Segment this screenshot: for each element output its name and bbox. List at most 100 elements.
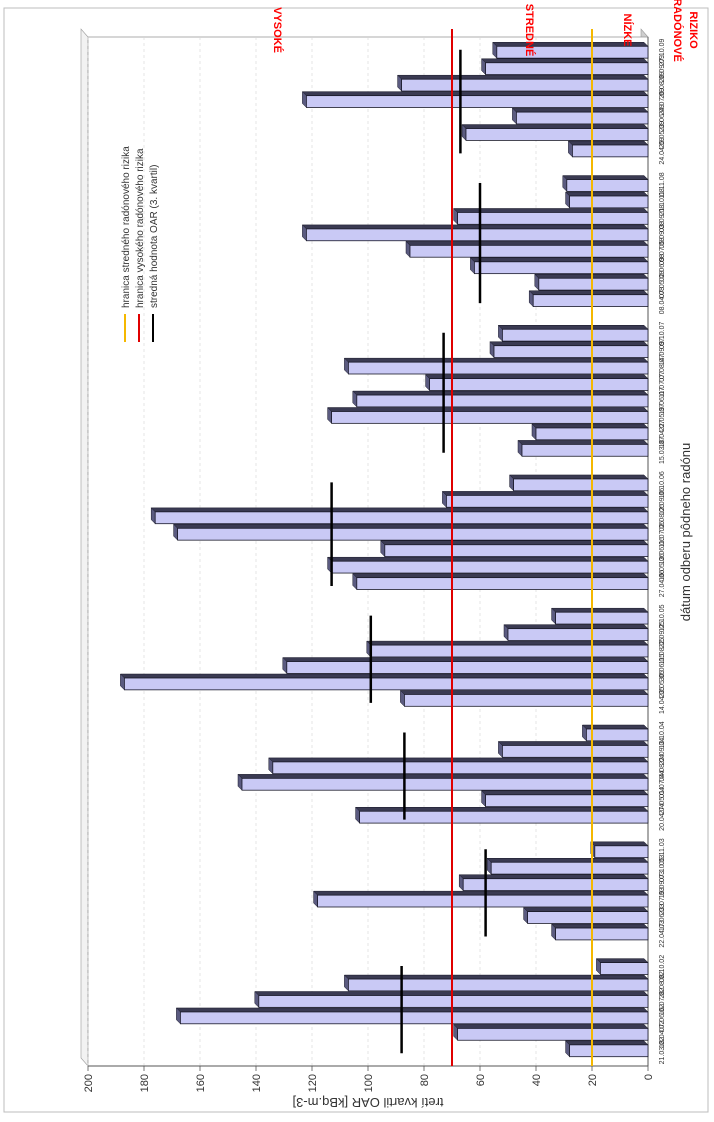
bar-side (237, 774, 649, 779)
bar-side (452, 1024, 649, 1029)
risk-header-line2: RIZIKO (687, 11, 699, 49)
bar-side (301, 91, 649, 96)
bar (501, 745, 649, 758)
bar-side (282, 657, 649, 662)
x-tick-label: 30.06.05 (659, 654, 666, 681)
bar-side (528, 290, 649, 295)
bar-side (175, 1007, 649, 1013)
bar (555, 927, 649, 941)
bar (507, 628, 649, 641)
bar-side (399, 690, 649, 695)
y-tick-label: 120 (307, 1074, 319, 1092)
bar (179, 1011, 649, 1025)
bar (241, 777, 649, 791)
bar (555, 611, 649, 625)
bar (317, 894, 649, 908)
y-tick-label: 20 (587, 1074, 599, 1086)
bars (119, 41, 649, 1058)
bar-side (511, 107, 649, 113)
bar (493, 345, 649, 358)
x-tick-label: 23.07.03 (659, 887, 666, 914)
bar (347, 978, 649, 992)
bar (462, 878, 649, 891)
x-tick-label: 08.04.08 (659, 287, 666, 314)
bar (527, 911, 649, 924)
bar-side (172, 524, 649, 529)
legend: hranica stredného radónového rizika hrani… (121, 146, 160, 342)
bar-side (522, 907, 649, 912)
bar-side (503, 624, 649, 629)
bar-side (458, 874, 649, 879)
bar (538, 277, 649, 291)
bar-side (489, 341, 649, 346)
x-tick-label: 07.06.02 (659, 1004, 666, 1031)
y-tick-label: 40 (531, 1074, 543, 1086)
x-tick-label: 11.11.08 (659, 172, 666, 198)
bar (272, 761, 649, 775)
bar-side (550, 607, 649, 613)
x-tick-label: 20.04.04 (659, 803, 666, 830)
bar (501, 328, 649, 342)
bar (401, 78, 649, 92)
bar-side (567, 140, 649, 146)
bar (586, 728, 649, 742)
bar-side (396, 74, 649, 80)
bar (490, 861, 649, 875)
x-tick-label: 03.09.08 (659, 205, 666, 232)
bar (566, 179, 649, 192)
bar (569, 1044, 649, 1058)
y-tick-label: 60 (475, 1074, 487, 1086)
bar (473, 261, 649, 275)
risk-zone-low-label: NÍZKE (621, 14, 634, 47)
x-tick-label: 22.04.03 (659, 920, 666, 947)
x-tick-label: 02.06.08 (659, 254, 666, 281)
bar (516, 111, 649, 125)
x-tick-label: 13.10.04 (659, 721, 666, 748)
bar (331, 411, 649, 424)
x-tick-label: 17.06.03 (659, 904, 666, 931)
x-tick-label: 12.10.05 (659, 604, 666, 631)
x-tick-label: 23.06.09 (659, 104, 666, 131)
bar (485, 62, 649, 75)
x-tick-label: 08.10.02 (659, 955, 666, 982)
bar (532, 294, 649, 307)
bar-side (517, 440, 649, 445)
legend-label: hranica vysokého radónového rizika (135, 148, 146, 308)
x-tick-label: 07.08.07 (659, 354, 666, 381)
bar (370, 644, 649, 658)
x-tick-label: 11.07.06 (659, 521, 666, 548)
bar (457, 1028, 649, 1041)
x-tick-label: 13.06.06 (659, 537, 666, 564)
bar-side (343, 357, 649, 363)
x-tick-label: 25.05.09 (659, 121, 666, 148)
x-tick-label: 12.09.06 (659, 488, 666, 515)
x-tick-label: 14.09.07 (659, 338, 666, 365)
x-tick-label: 22.05.07 (659, 404, 666, 431)
y-tick-label: 80 (419, 1074, 431, 1086)
x-tick-label: 10.10.06 (659, 471, 666, 498)
bar-side (354, 807, 649, 812)
y-tick-label: 100 (363, 1074, 375, 1092)
x-tick-label: 05.11.03 (659, 838, 666, 865)
x-tick-label: 27.05.04 (659, 787, 666, 814)
bar-side (326, 407, 649, 412)
bar-side (550, 923, 649, 929)
bar (305, 95, 649, 108)
bar (513, 478, 649, 492)
x-tick-label: 27.10.09 (659, 38, 666, 65)
chart-frame (3, 7, 709, 1113)
x-tick-label: 16.07.02 (659, 988, 666, 1015)
x-tick-label: 01.07.04 (659, 771, 666, 798)
bar-side (352, 390, 649, 396)
bar (485, 794, 649, 808)
bar-side (564, 1040, 649, 1046)
bar (356, 394, 649, 408)
bar (465, 128, 649, 141)
bar-side (366, 640, 649, 646)
bar (521, 444, 649, 457)
bar-side (405, 241, 649, 246)
bar (572, 144, 649, 158)
x-tick-label: 21.10.08 (659, 188, 666, 215)
